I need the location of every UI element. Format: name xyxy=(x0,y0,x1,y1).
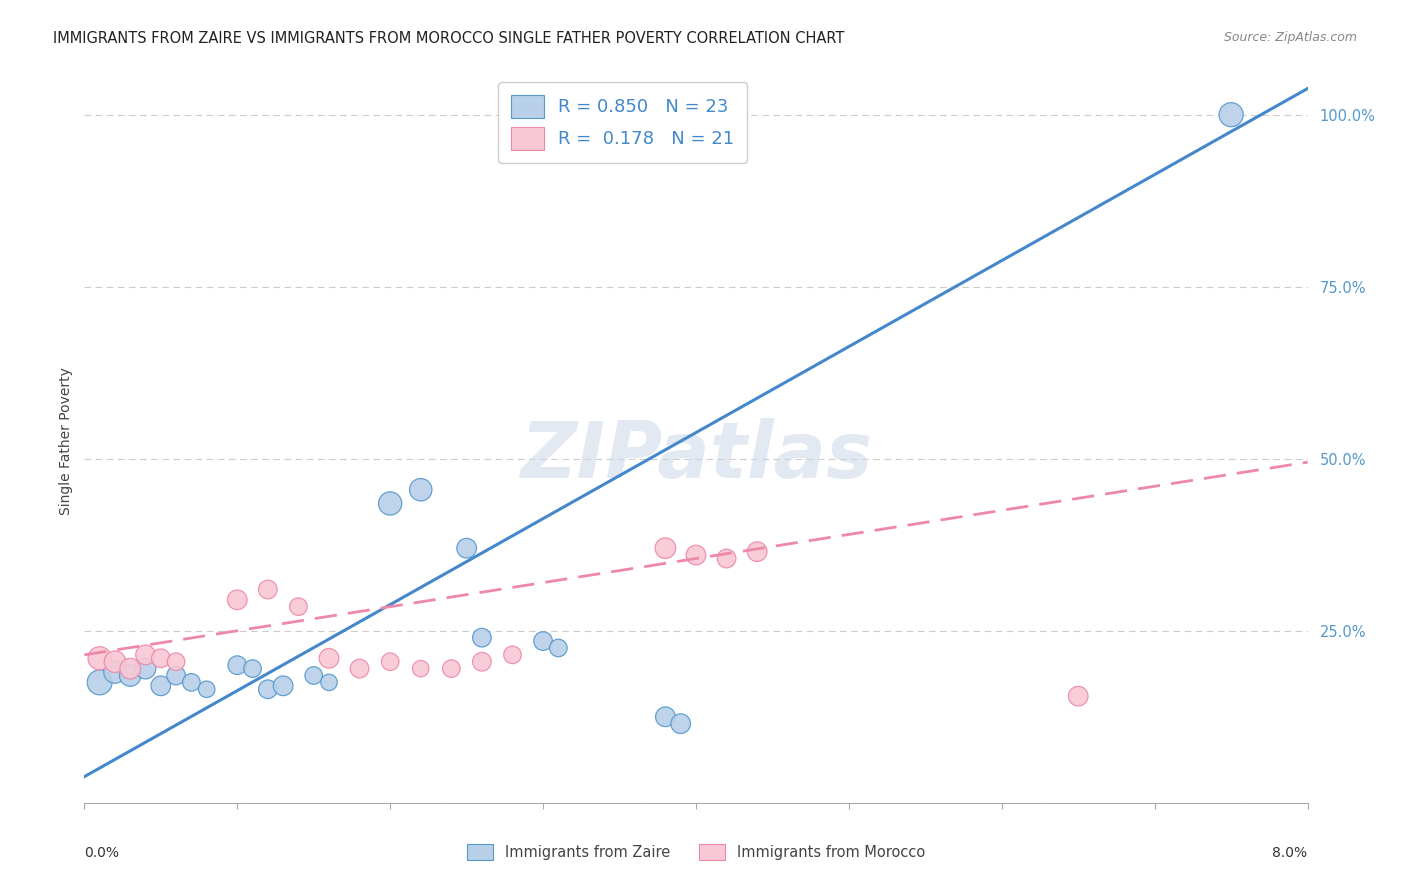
Point xyxy=(165,655,187,669)
Point xyxy=(654,710,676,724)
Text: 8.0%: 8.0% xyxy=(1272,847,1308,860)
Point xyxy=(502,648,524,662)
Point xyxy=(287,599,309,614)
Point xyxy=(226,658,249,673)
Point xyxy=(120,662,142,676)
Point xyxy=(716,551,738,566)
Point xyxy=(440,662,463,676)
Point xyxy=(120,668,142,682)
Point xyxy=(685,548,707,562)
Point xyxy=(471,631,494,645)
Point xyxy=(89,675,111,690)
Point xyxy=(226,592,249,607)
Point xyxy=(89,651,111,665)
Point xyxy=(195,682,218,697)
Text: IMMIGRANTS FROM ZAIRE VS IMMIGRANTS FROM MOROCCO SINGLE FATHER POVERTY CORRELATI: IMMIGRANTS FROM ZAIRE VS IMMIGRANTS FROM… xyxy=(53,31,845,46)
Point xyxy=(318,651,340,665)
Point xyxy=(257,582,280,597)
Point xyxy=(318,675,340,690)
Y-axis label: Single Father Poverty: Single Father Poverty xyxy=(59,368,73,516)
Text: 0.0%: 0.0% xyxy=(84,847,120,860)
Point xyxy=(409,483,432,497)
Point xyxy=(135,648,157,662)
Point xyxy=(104,655,127,669)
Point xyxy=(180,675,202,690)
Point xyxy=(242,662,264,676)
Point xyxy=(409,662,432,676)
Point xyxy=(456,541,478,556)
Point xyxy=(1067,689,1090,703)
Point xyxy=(471,655,494,669)
Point xyxy=(1220,108,1243,122)
Legend: Immigrants from Zaire, Immigrants from Morocco: Immigrants from Zaire, Immigrants from M… xyxy=(460,837,932,868)
Point xyxy=(302,668,325,682)
Point xyxy=(165,668,187,682)
Point xyxy=(747,544,769,558)
Text: ZIPatlas: ZIPatlas xyxy=(520,418,872,494)
Point xyxy=(135,662,157,676)
Point xyxy=(531,634,554,648)
Point xyxy=(149,651,172,665)
Point xyxy=(380,496,402,510)
Point xyxy=(257,682,280,697)
Point xyxy=(349,662,371,676)
Point xyxy=(654,541,676,556)
Point xyxy=(669,716,692,731)
Point xyxy=(149,679,172,693)
Point xyxy=(271,679,294,693)
Point xyxy=(380,655,402,669)
Point xyxy=(547,640,569,655)
Point xyxy=(104,665,127,679)
Text: Source: ZipAtlas.com: Source: ZipAtlas.com xyxy=(1223,31,1357,45)
